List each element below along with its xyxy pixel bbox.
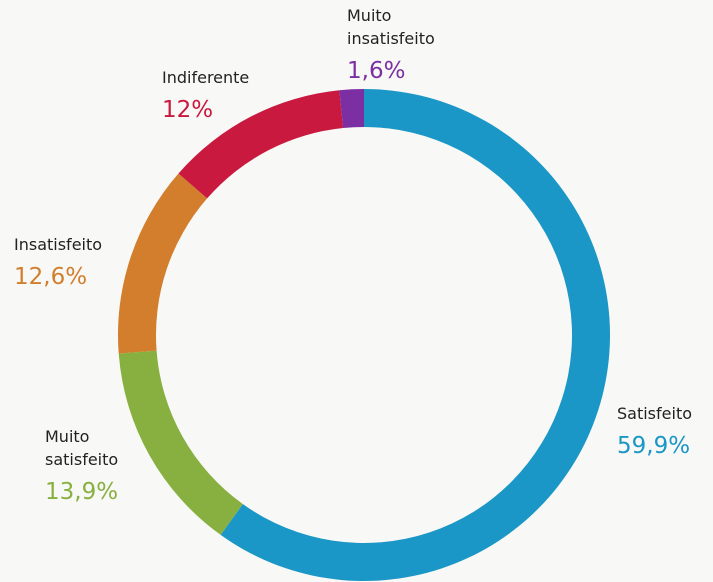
value-label: 1,6% [347, 58, 406, 84]
slice-label: Satisfeito 59,9% [617, 402, 692, 461]
category-label: Muito satisfeito [45, 427, 119, 469]
donut-slice [118, 350, 243, 535]
value-label: 59,9% [617, 433, 691, 459]
donut-slice [220, 89, 610, 581]
category-label: Insatisfeito [14, 235, 103, 254]
slice-label: Insatisfeito 12,6% [14, 233, 102, 292]
donut-slice [339, 89, 364, 129]
category-label: Indiferente [162, 68, 250, 87]
slice-label: Muito insatisfeito 1,6% [347, 4, 462, 86]
value-label: 12,6% [14, 264, 88, 290]
value-label: 13,9% [45, 479, 119, 505]
category-label: Muito insatisfeito [347, 6, 435, 48]
slice-label: Muito satisfeito 13,9% [45, 425, 145, 507]
slice-label: Indiferente 12% [162, 66, 249, 125]
donut-slice [178, 90, 344, 199]
category-label: Satisfeito [617, 404, 692, 423]
value-label: 12% [162, 97, 214, 123]
donut-slice [118, 173, 208, 354]
